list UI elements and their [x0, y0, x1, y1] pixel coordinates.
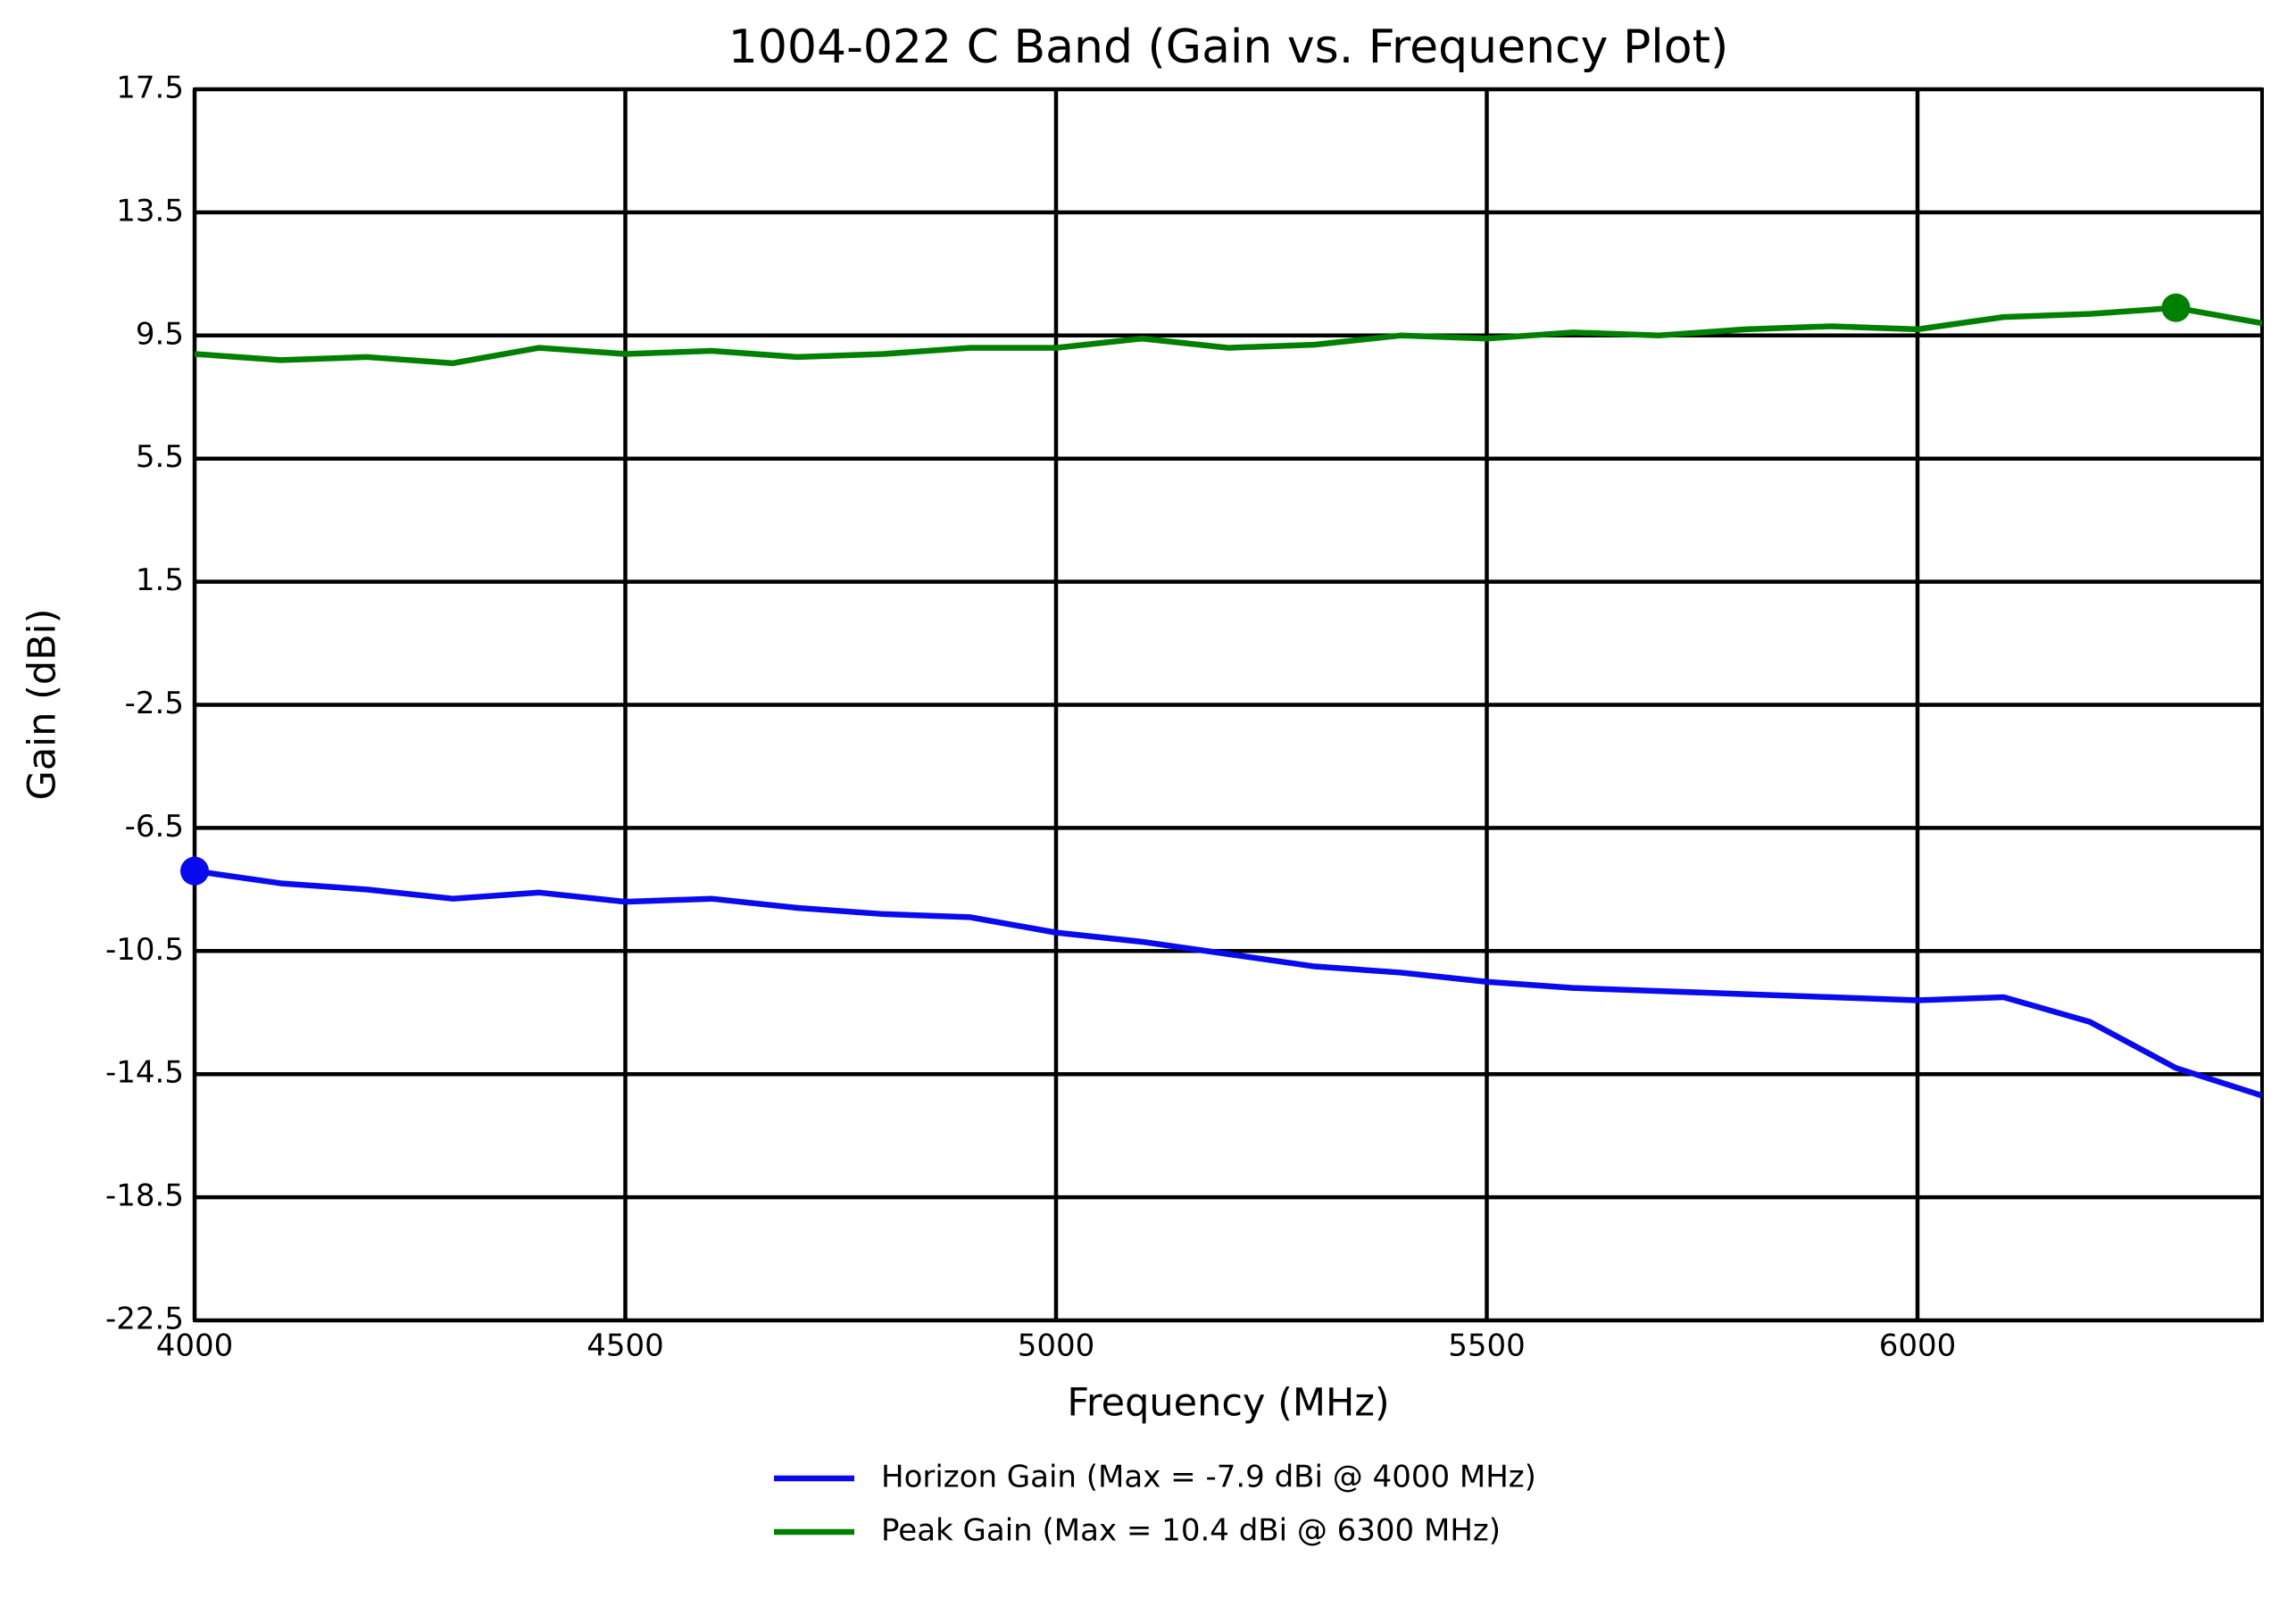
- x-tick-label: 4000: [156, 1328, 234, 1364]
- y-tick-label: 9.5: [136, 316, 184, 352]
- x-tick-label: 6000: [1879, 1328, 1957, 1364]
- x-tick-label: 4500: [586, 1328, 664, 1364]
- y-tick-label: -14.5: [105, 1055, 184, 1091]
- y-tick-label: 17.5: [116, 71, 184, 106]
- x-tick-label: 5500: [1448, 1328, 1526, 1364]
- plot-frame: [193, 87, 2264, 1322]
- x-axis-label: Frequency (MHz): [1067, 1381, 1389, 1426]
- line: [195, 304, 2262, 367]
- y-tick-label: -2.5: [125, 686, 184, 721]
- y-tick-label: 5.5: [136, 439, 184, 475]
- y-tick-label: 13.5: [116, 193, 184, 229]
- y-tick-label: -6.5: [125, 809, 184, 845]
- y-tick-label: -18.5: [105, 1178, 184, 1214]
- x-tick-label: 5000: [1018, 1328, 1095, 1364]
- legend-label: Horizon Gain (Max = -7.9 dBi @ 4000 MHz): [881, 1460, 1536, 1495]
- y-tick-label: -10.5: [105, 932, 184, 968]
- max-marker: [180, 856, 209, 886]
- chart-title: 1004-022 C Band (Gain vs. Frequency Plot…: [728, 21, 1729, 74]
- max-marker: [2161, 293, 2191, 322]
- y-axis-label: Gain (dBi): [21, 609, 65, 801]
- y-tick-label: 1.5: [136, 562, 184, 598]
- y-tick-label: -22.5: [105, 1302, 184, 1337]
- legend-label: Peak Gain (Max = 10.4 dBi @ 6300 MHz): [881, 1513, 1501, 1549]
- line: [195, 868, 2262, 1099]
